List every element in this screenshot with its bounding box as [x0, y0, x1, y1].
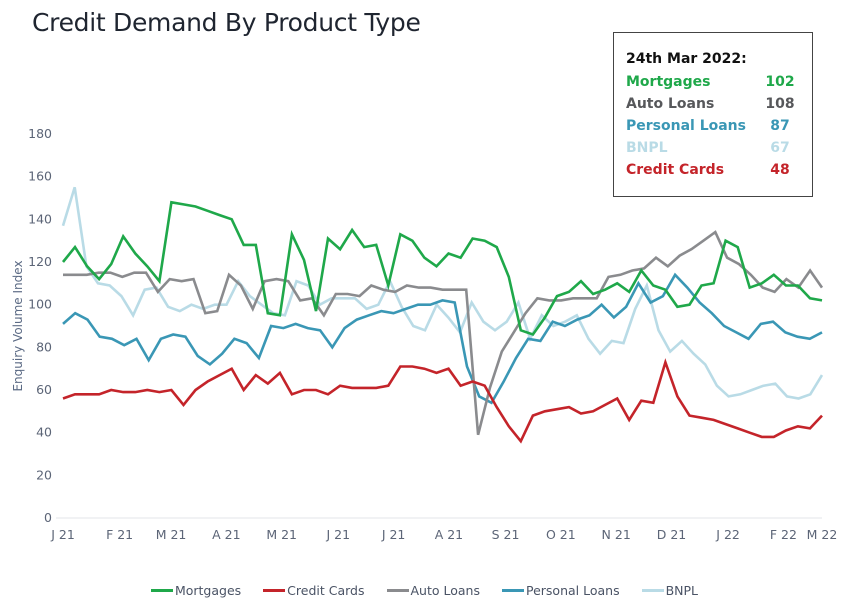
series-lines [61, 186, 824, 444]
x-tick-label: J 21 [50, 527, 75, 542]
x-tick-label: J 21 [326, 527, 351, 542]
info-row-value: 67 [770, 140, 790, 156]
info-row-value: 102 [765, 74, 795, 90]
y-tick-label: 160 [28, 169, 52, 184]
info-row-personal-loans: Personal Loans 87 [626, 115, 800, 137]
y-tick-label: 60 [36, 382, 52, 397]
y-axis: 0 20 40 60 80 100 120 140 160 180 [28, 126, 822, 525]
legend-label: Auto Loans [410, 583, 480, 598]
legend-item-credit-cards[interactable]: Credit Cards [263, 583, 365, 598]
legend-item-personal-loans[interactable]: Personal Loans [501, 583, 620, 598]
y-tick-label: 80 [36, 339, 52, 354]
y-tick-label: 180 [28, 126, 52, 141]
y-tick-label: 20 [36, 467, 52, 482]
y-tick-label: 100 [28, 297, 52, 312]
chart-title: Credit Demand By Product Type [32, 8, 421, 37]
info-row-value: 48 [770, 162, 790, 178]
series-line-auto-loans [63, 230, 824, 436]
y-tick-label: 0 [44, 510, 52, 525]
x-tick-label: D 21 [657, 527, 687, 542]
series-line-credit-cards [62, 358, 823, 444]
x-tick-label: J 22 [715, 527, 740, 542]
info-box-header: 24th Mar 2022: [626, 51, 747, 67]
info-row-value: 108 [765, 96, 795, 112]
series-line-bnpl [61, 186, 824, 400]
y-tick-label: 40 [36, 425, 52, 440]
series-line-personal-loans [62, 272, 823, 405]
legend-swatch [641, 589, 664, 592]
info-row-label: BNPL [626, 140, 668, 156]
y-tick-label: 140 [28, 211, 52, 226]
x-tick-label: F 22 [770, 527, 797, 542]
legend-label: BNPL [665, 583, 699, 598]
x-tick-label: M 21 [156, 527, 187, 542]
info-row-auto-loans: Auto Loans 108 [626, 93, 800, 115]
info-box: 24th Mar 2022: Mortgages 102 Auto Loans 108… [613, 32, 813, 197]
x-tick-label: M 21 [266, 527, 297, 542]
legend-swatch [263, 589, 286, 592]
x-tick-label: M 22 [807, 527, 838, 542]
info-row-label: Mortgages [626, 74, 711, 90]
info-row-mortgages: Mortgages 102 [626, 71, 800, 93]
info-row-label: Personal Loans [626, 118, 746, 134]
info-row-label: Auto Loans [626, 96, 715, 112]
legend-label: Personal Loans [525, 583, 620, 598]
x-tick-label: J 21 [381, 527, 406, 542]
legend-swatch [386, 589, 409, 592]
legend-swatch [150, 589, 173, 592]
legend-label: Credit Cards [287, 583, 365, 598]
x-tick-label: A 21 [435, 527, 463, 542]
info-row-value: 87 [770, 118, 790, 134]
y-axis-label: Enquiry Volume Index [11, 260, 25, 391]
y-tick-label: 120 [28, 254, 52, 269]
info-row-label: Credit Cards [626, 162, 725, 178]
legend-swatch [501, 589, 524, 592]
legend-item-mortgages[interactable]: Mortgages [150, 583, 242, 598]
legend: Mortgages Credit Cards Auto Loans Personal … [0, 583, 849, 598]
series-line-mortgages [61, 200, 823, 337]
x-tick-label: A 21 [212, 527, 240, 542]
x-tick-label: F 21 [106, 527, 133, 542]
legend-item-bnpl[interactable]: BNPL [641, 583, 699, 598]
info-row-bnpl: BNPL 67 [626, 137, 800, 159]
legend-item-auto-loans[interactable]: Auto Loans [386, 583, 480, 598]
info-row-credit-cards: Credit Cards 48 [626, 159, 800, 181]
legend-label: Mortgages [174, 583, 242, 598]
x-tick-label: N 21 [602, 527, 631, 542]
x-tick-label: S 21 [492, 527, 520, 542]
x-tick-label: O 21 [546, 527, 576, 542]
x-axis: J 21 F 21 M 21 A 21 M 21 J 21 J 21 A 21 S 21 O 21… [50, 527, 837, 542]
